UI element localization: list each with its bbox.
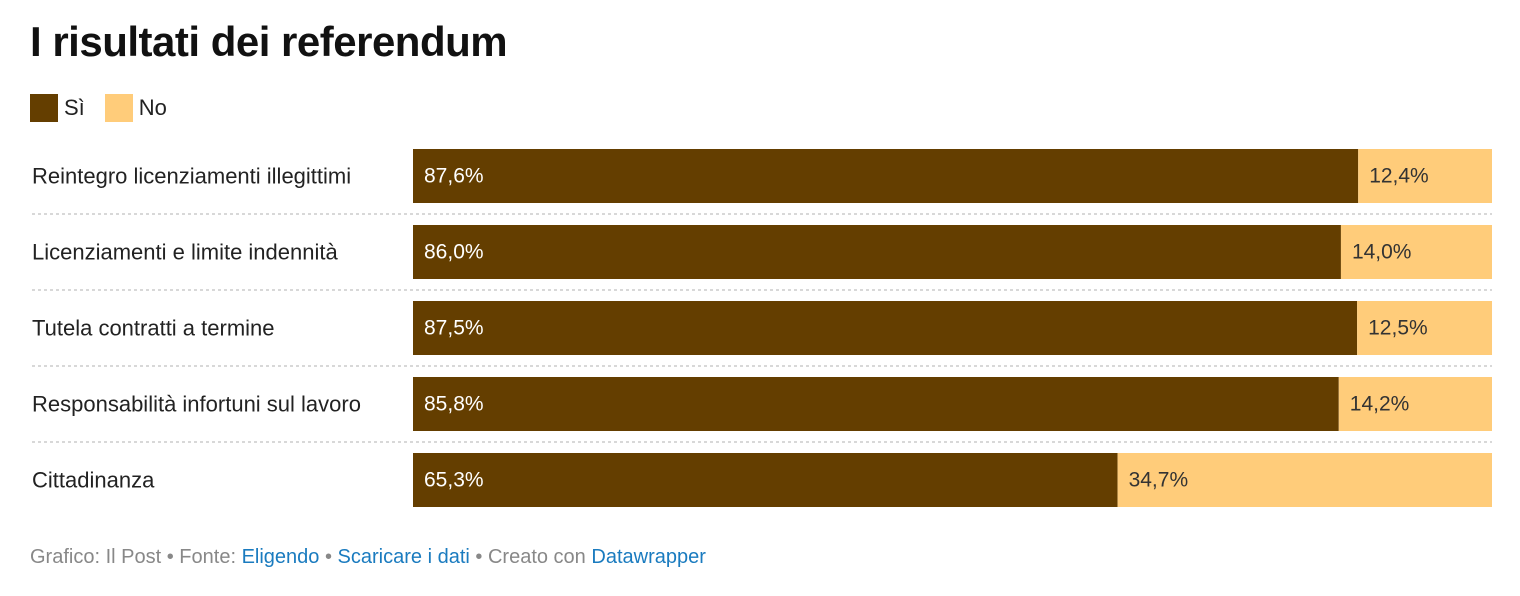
bar-si	[413, 149, 1359, 203]
data-label-no: 12,4%	[1369, 165, 1429, 188]
data-label-no: 12,5%	[1368, 317, 1428, 340]
footer-credit: Grafico: Il Post	[30, 546, 162, 568]
data-label-si: 86,0%	[424, 241, 484, 264]
data-label-si: 87,6%	[424, 165, 484, 188]
bar-no	[1338, 377, 1492, 431]
data-label-si: 65,3%	[424, 469, 484, 492]
data-label-si: 87,5%	[424, 317, 484, 340]
bar-si	[413, 301, 1358, 355]
bar-si	[413, 453, 1118, 507]
bar-no	[1340, 225, 1492, 279]
data-label-no: 14,0%	[1352, 241, 1412, 264]
legend-label-no: No	[138, 95, 167, 120]
category-label: Cittadinanza	[32, 468, 155, 493]
bar-no	[1117, 453, 1492, 507]
category-label: Tutela contratti a termine	[32, 316, 275, 341]
data-label-no: 14,2%	[1350, 393, 1410, 416]
category-label: Responsabilità infortuni sul lavoro	[32, 392, 361, 417]
chart-title: I risultati dei referendum	[30, 18, 508, 65]
legend-swatch-no	[104, 94, 133, 122]
legend-item-no: No	[104, 94, 167, 122]
bar-si	[413, 377, 1339, 431]
bar-si	[413, 225, 1341, 279]
chart-footer: Grafico: Il Post • Fonte: Eligendo • Sca…	[30, 546, 706, 569]
category-label: Reintegro licenziamenti illegittimi	[32, 164, 351, 189]
footer-source-prefix: Fonte:	[179, 546, 236, 568]
category-label: Licenziamenti e limite indennità	[32, 240, 338, 265]
chart-legend: Sì No	[30, 94, 187, 122]
legend-swatch-si	[30, 94, 58, 122]
footer-datawrapper-link[interactable]: Datawrapper	[591, 546, 706, 568]
footer-separator: •	[475, 546, 483, 568]
footer-made-with: Creato con	[487, 546, 586, 568]
data-label-si: 85,8%	[424, 393, 484, 416]
footer-separator: •	[166, 546, 174, 568]
footer-source-link[interactable]: Eligendo	[241, 546, 320, 568]
bar-no	[1358, 149, 1492, 203]
data-label-no: 34,7%	[1129, 469, 1189, 492]
legend-label-si: Sì	[64, 95, 85, 120]
footer-download-link[interactable]: Scaricare i dati	[337, 546, 470, 568]
legend-item-si: Sì	[30, 94, 85, 122]
footer-separator: •	[324, 546, 332, 568]
bar-no	[1357, 301, 1493, 355]
